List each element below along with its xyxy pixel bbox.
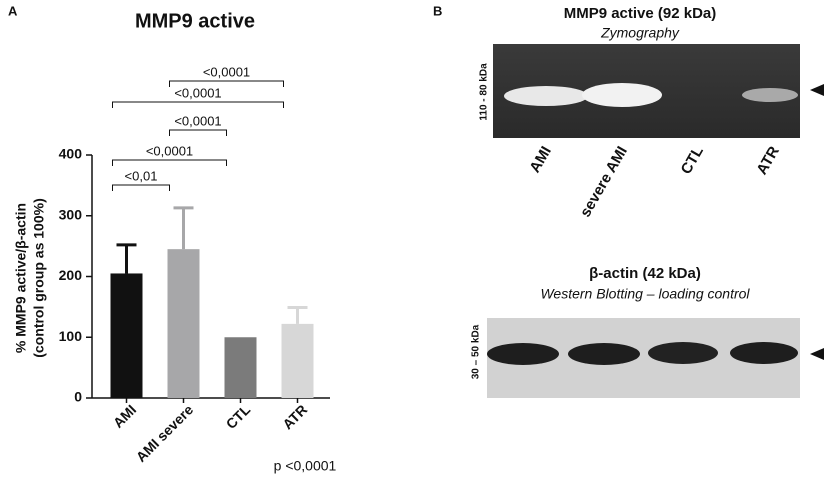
significance-label: <0,0001 (146, 143, 193, 158)
band (568, 343, 640, 365)
blot-subtitle: Zymography (600, 25, 680, 41)
y-tick-label: 0 (74, 389, 82, 405)
bar (167, 249, 200, 398)
bar (224, 337, 257, 398)
lane-label: ATR (753, 143, 783, 177)
band (730, 342, 798, 364)
band (487, 343, 559, 365)
y-tick-label: 400 (59, 146, 83, 162)
significance-bracket (112, 184, 170, 191)
arrowhead (810, 348, 824, 360)
significance-label: <0,0001 (174, 113, 221, 128)
arrowhead (810, 84, 824, 96)
lane-label: severe AMI (577, 143, 631, 220)
y-label: % MMP9 active/β-actin (13, 203, 29, 353)
significance-label: <0,0001 (203, 64, 250, 79)
band (742, 88, 798, 102)
y-tick-label: 100 (59, 328, 83, 344)
lane-label: CTL (678, 143, 707, 177)
significance-bracket (169, 80, 284, 87)
bar (110, 273, 143, 398)
kda-marker: 30 – 50 kDa (471, 324, 482, 379)
x-tick-label: CTL (223, 401, 254, 432)
kda-marker: 110 - 80 kDa (479, 63, 490, 121)
band (648, 342, 718, 364)
significance-label: <0,01 (125, 168, 158, 183)
significance-bracket (112, 101, 284, 108)
y-label: (control group as 100%) (31, 198, 47, 357)
blot-title: β-actin (42 kDa) (589, 265, 701, 282)
x-tick-label: ATR (279, 401, 310, 432)
significance-bracket (112, 159, 227, 166)
band (504, 86, 588, 106)
lane-label: AMI (526, 143, 554, 175)
blot-title: MMP9 active (92 kDa) (564, 5, 717, 22)
bar (281, 323, 314, 398)
panel-label: A (8, 3, 18, 18)
x-tick-label: AMI severe (133, 401, 197, 465)
panel-label: B (433, 3, 442, 18)
y-tick-label: 200 (59, 267, 83, 283)
chart-title: MMP9 active (135, 10, 255, 32)
footnote: p <0,0001 (274, 458, 337, 474)
significance-bracket (169, 129, 227, 136)
x-tick-label: AMI (110, 401, 139, 430)
significance-label: <0,0001 (174, 85, 221, 100)
blot-subtitle: Western Blotting – loading control (540, 286, 750, 302)
y-tick-label: 300 (59, 206, 83, 222)
band (582, 83, 662, 107)
